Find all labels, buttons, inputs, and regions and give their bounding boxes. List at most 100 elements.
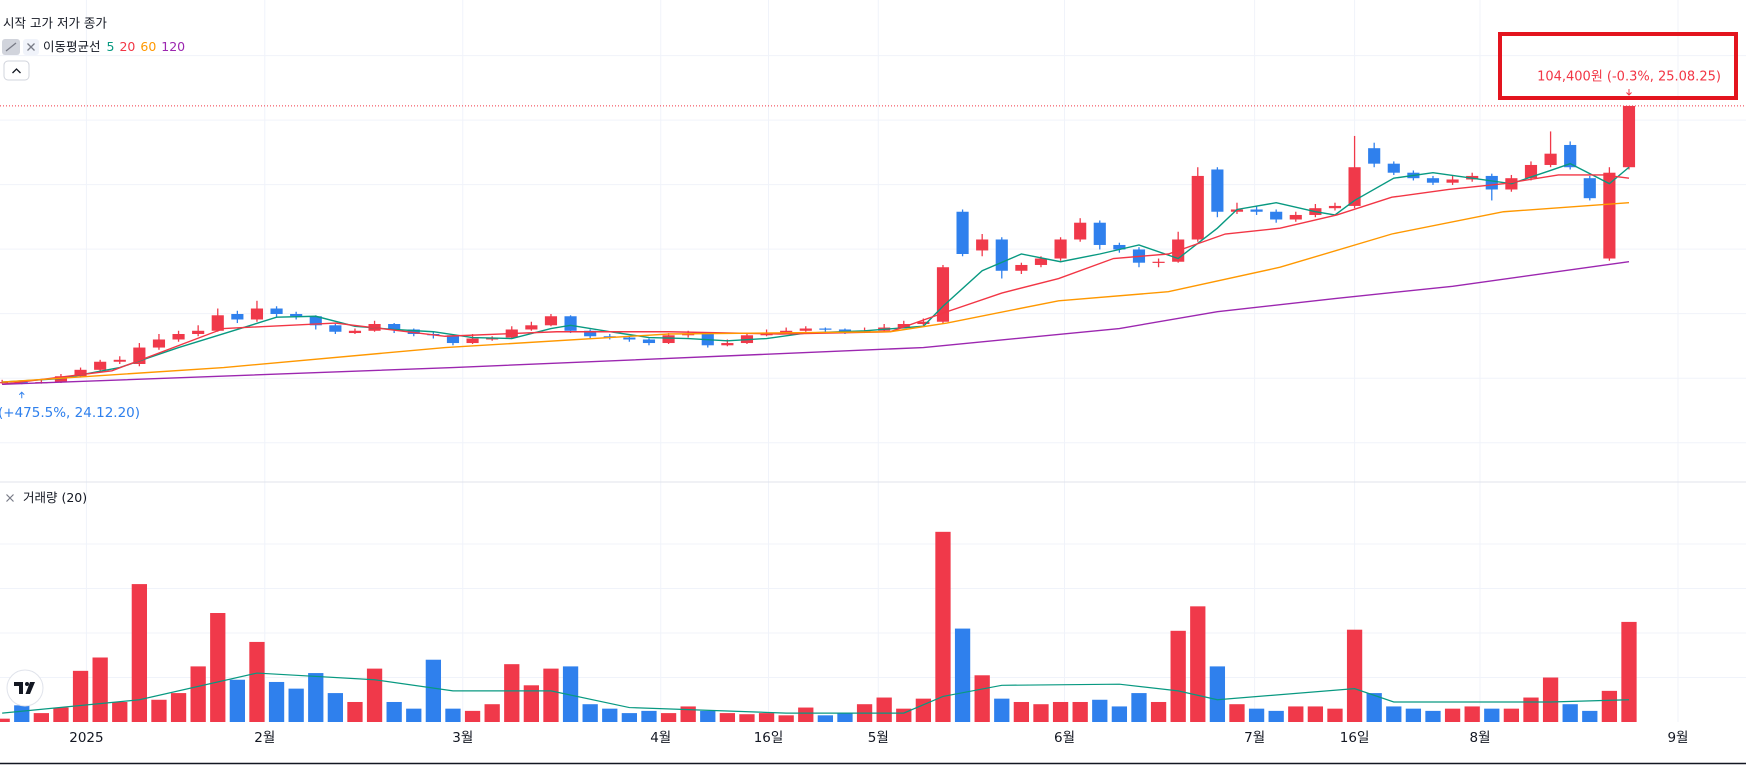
volume-bar — [1484, 708, 1500, 722]
x-tick-label: 2025 — [69, 730, 103, 746]
candle-body — [1015, 264, 1028, 271]
candle-body — [290, 314, 303, 317]
volume-bar — [72, 670, 89, 722]
volume-bar — [660, 713, 677, 722]
collapse-chevron — [12, 68, 21, 74]
candle-body — [642, 339, 656, 344]
candle-body — [623, 337, 636, 340]
volume-bar — [1405, 708, 1422, 722]
last-price-arrow — [1626, 89, 1632, 96]
volume-bar — [504, 664, 520, 722]
volume-bar — [0, 718, 10, 722]
candle-body — [917, 321, 930, 324]
volume-bar — [190, 666, 206, 722]
candle-body — [466, 338, 479, 344]
volume-bar — [602, 708, 618, 722]
candle-body — [544, 316, 558, 326]
plot-area: 2025 2월 3월 4월 16일 5월 6월 7월 16일 8월 9월 (+475.5%, 24.1… — [0, 105, 1746, 746]
candle-body — [1191, 175, 1204, 240]
candle-body — [721, 343, 734, 346]
low-label: (+475.5%, 24.12.20) — [0, 405, 140, 421]
candle-body — [976, 239, 989, 251]
volume-bar — [484, 704, 500, 722]
candle-body — [780, 330, 793, 334]
candle-body — [1230, 209, 1244, 212]
candle-body — [525, 325, 538, 330]
volume-bar — [1170, 630, 1186, 722]
moving-average-line — [2, 174, 1630, 386]
candle-body — [1485, 175, 1498, 190]
volume-bar — [915, 698, 932, 722]
candle-body — [1074, 222, 1087, 240]
low-arrow — [18, 391, 25, 399]
logo-circle[interactable] — [6, 669, 44, 707]
volume-bar — [406, 708, 422, 722]
indicator-visibility-button[interactable] — [2, 39, 20, 55]
remove-cross[interactable] — [6, 494, 14, 502]
indicator-remove-button[interactable] — [23, 39, 39, 55]
volume-bar — [562, 666, 579, 722]
volume-bar — [347, 701, 363, 722]
candle-body — [250, 308, 264, 320]
x-tick-label: 8월 — [1470, 730, 1491, 746]
volume-bar — [700, 710, 716, 722]
volume-bar — [582, 704, 598, 722]
collapse-button[interactable] — [3, 60, 30, 81]
volume-bar — [994, 698, 1010, 722]
candle-body — [1426, 178, 1440, 183]
x-tick-label: 7월 — [1244, 730, 1265, 746]
candle-body — [799, 328, 812, 331]
candle-body — [897, 324, 910, 328]
volume-bar — [366, 668, 383, 722]
candle-body — [1348, 167, 1361, 206]
candle-body — [1328, 205, 1342, 209]
volume-bar — [817, 715, 834, 722]
candle-body — [1544, 153, 1557, 165]
candle-body — [584, 330, 597, 337]
moving-average-line — [2, 261, 1630, 386]
candle-body — [995, 239, 1008, 271]
candle-body — [348, 330, 362, 334]
legend-entry: 120 — [161, 39, 185, 54]
volume-bar — [92, 657, 108, 722]
logo-dot — [25, 682, 29, 686]
volume-bar — [1562, 704, 1578, 722]
logo-v — [25, 682, 35, 694]
volume-bar — [1327, 708, 1343, 722]
volume-bar — [1131, 693, 1147, 722]
volume-bar — [210, 613, 226, 722]
candle-body — [662, 335, 675, 344]
remove-cross — [27, 43, 35, 51]
candle-body — [1524, 164, 1538, 179]
volume-bar — [876, 697, 892, 722]
volume-bar — [386, 701, 402, 722]
logo[interactable] — [6, 669, 44, 707]
volume-bar — [170, 693, 187, 722]
volume-remove-button[interactable] — [6, 494, 14, 502]
last-price-label: 104,400원 (-0.3%, 25.08.25) — [1537, 70, 1721, 85]
legend-entry: 20 — [119, 39, 135, 54]
candle-body — [309, 316, 322, 326]
candle-body — [1270, 211, 1283, 220]
x-tick-label: 6월 — [1054, 730, 1075, 746]
candle-body — [172, 334, 185, 340]
volume-bar — [641, 710, 657, 722]
candle-body — [211, 315, 224, 331]
volume-bar — [1523, 697, 1539, 722]
x-tick-label: 16일 — [754, 730, 784, 746]
volume-bar — [14, 705, 30, 722]
volume-bar — [327, 693, 344, 722]
volume-bar — [1150, 701, 1167, 722]
volume-bar — [1386, 706, 1402, 722]
candle-body — [1583, 178, 1596, 199]
candle-body — [1250, 209, 1263, 212]
volume-bar — [1229, 704, 1245, 722]
volume-bar — [1248, 708, 1265, 722]
candle-body — [231, 314, 244, 320]
x-tick-label: 3월 — [452, 730, 473, 746]
collapse-box[interactable] — [3, 60, 30, 81]
volume-ma-line — [2, 672, 1630, 714]
candle-body — [152, 339, 166, 348]
legend-entry: 5 — [107, 39, 115, 54]
